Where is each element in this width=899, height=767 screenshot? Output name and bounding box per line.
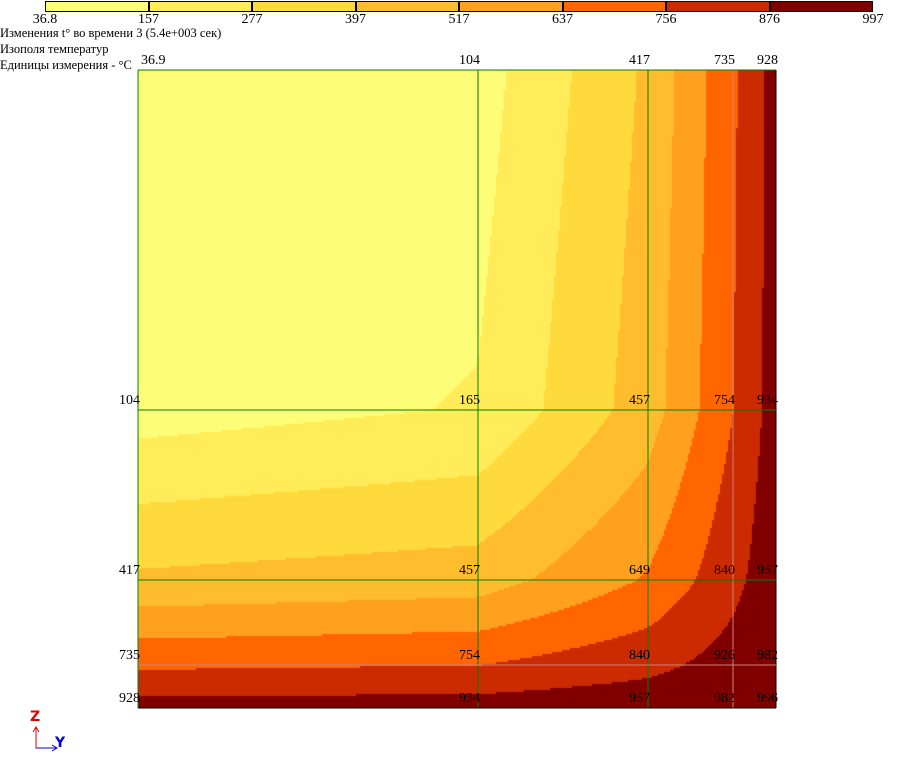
legend-level-label: 997	[862, 12, 884, 27]
legend-level-label: 277	[241, 12, 263, 27]
chart-title: Изменения t° во времени 3 (5.4e+003 сек)	[0, 26, 222, 40]
node-value-label: 104	[119, 393, 140, 408]
y-axis-label: Y	[55, 735, 66, 751]
node-value-label: 926	[714, 648, 735, 663]
node-value-label: 735	[714, 53, 735, 68]
node-value-label: 649	[629, 563, 650, 578]
node-value-label: 417	[119, 563, 140, 578]
legend-swatch	[459, 1, 563, 12]
legend-level-label: 756	[655, 12, 677, 27]
legend-swatch	[45, 1, 149, 12]
node-value-label: 982	[757, 648, 778, 663]
node-value-label: 36.9	[141, 53, 166, 68]
legend-swatch	[252, 1, 356, 12]
legend-level-label: 517	[448, 12, 470, 27]
node-value-label: 754	[714, 393, 735, 408]
node-value-label: 928	[757, 53, 778, 68]
node-value-label: 840	[714, 563, 735, 578]
legend-swatch	[148, 1, 252, 12]
legend-level-label: 36.8	[32, 12, 58, 27]
units-label: Единицы измерения - °C	[0, 58, 132, 72]
legend-swatch	[562, 1, 666, 12]
legend-level-label: 397	[345, 12, 366, 27]
legend-swatch	[355, 1, 459, 12]
node-value-label: 996	[757, 691, 778, 706]
node-value-label: 754	[459, 648, 480, 663]
node-value-label: 982	[714, 691, 735, 706]
node-value-label: 417	[629, 53, 650, 68]
node-value-label: 957	[757, 563, 778, 578]
node-value-label: 165	[459, 393, 480, 408]
node-value-label: 104	[459, 53, 480, 68]
node-value-label: 934	[459, 691, 480, 706]
legend-swatch	[666, 1, 770, 12]
legend-swatch	[769, 1, 873, 12]
node-value-label: 457	[459, 563, 480, 578]
chart-subtitle: Изополя температур	[0, 42, 109, 56]
legend-level-label: 157	[138, 12, 159, 27]
axis-triad-icon	[32, 726, 58, 752]
node-value-label: 934	[757, 393, 778, 408]
node-value-label: 928	[119, 691, 140, 706]
legend-level-label: 637	[552, 12, 573, 27]
node-value-label: 457	[629, 393, 650, 408]
z-axis-label: Z	[30, 709, 41, 725]
legend-level-label: 876	[759, 12, 780, 27]
node-value-label: 840	[629, 648, 650, 663]
node-value-label: 735	[119, 648, 140, 663]
node-value-label: 957	[629, 691, 650, 706]
